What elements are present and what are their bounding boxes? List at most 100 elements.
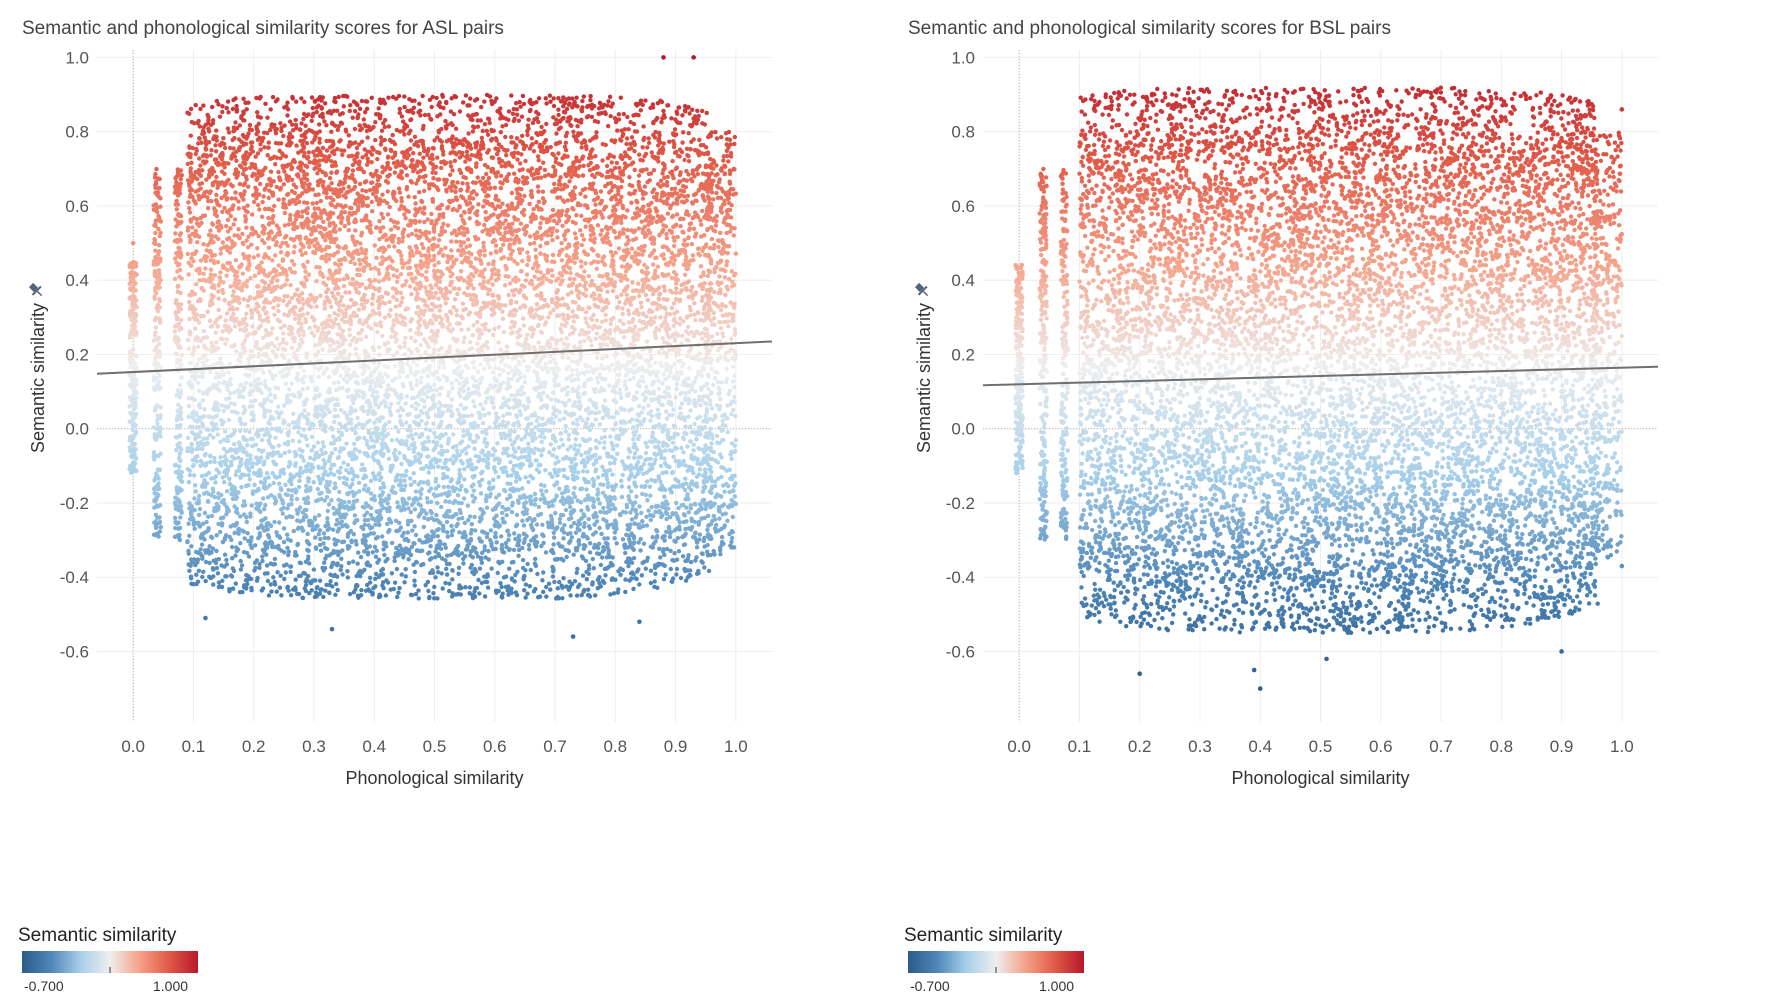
scatter-point — [543, 550, 549, 555]
scatter-point — [192, 526, 197, 531]
scatter-point — [427, 296, 432, 301]
scatter-point — [193, 326, 198, 331]
scatter-point — [213, 474, 218, 479]
scatter-point — [724, 259, 730, 264]
scatter-point — [528, 567, 533, 573]
scatter-point — [433, 434, 438, 440]
scatter-point — [547, 278, 552, 284]
scatter-point — [352, 261, 357, 266]
scatter-point — [355, 437, 360, 442]
scatter-point — [362, 180, 368, 185]
scatter-point — [476, 459, 481, 464]
scatter-point — [239, 421, 244, 427]
scatter-point — [562, 237, 568, 242]
scatter-point — [324, 582, 329, 588]
scatter-point — [238, 541, 243, 546]
scatter-point — [732, 473, 737, 478]
scatter-point — [528, 107, 533, 113]
scatter-point — [496, 340, 502, 345]
scatter-point — [152, 294, 157, 299]
scatter-point — [530, 527, 536, 533]
scatter-point — [244, 225, 249, 230]
scatter-point — [607, 461, 613, 466]
scatter-point — [622, 127, 628, 132]
scatter-point — [431, 402, 436, 407]
scatter-point — [667, 534, 673, 540]
scatter-point — [567, 266, 573, 271]
scatter-point — [283, 381, 289, 387]
scatter-point — [579, 145, 584, 150]
scatter-point — [636, 413, 642, 418]
scatter-point — [347, 290, 352, 295]
scatter-point — [527, 201, 532, 207]
scatter-point — [556, 151, 561, 156]
scatter-point — [454, 308, 459, 313]
scatter-point — [528, 241, 533, 247]
scatter-point — [318, 548, 324, 553]
scatter-point — [320, 347, 325, 352]
scatter-point — [201, 414, 206, 419]
scatter-point — [157, 243, 162, 248]
scatter-point — [373, 120, 378, 125]
scatter-point — [667, 139, 672, 144]
scatter-point — [201, 242, 206, 247]
scatter-point — [508, 281, 513, 286]
scatter-point — [260, 427, 265, 432]
scatter-point — [278, 156, 283, 161]
scatter-point — [686, 172, 691, 177]
scatter-point — [658, 178, 664, 183]
scatter-point — [471, 180, 476, 185]
scatter-point — [430, 247, 436, 252]
scatter-point — [382, 364, 387, 369]
scatter-point — [258, 142, 263, 147]
scatter-point — [342, 176, 348, 182]
scatter-point — [392, 244, 397, 249]
scatter-point — [307, 244, 312, 250]
scatter-point — [241, 297, 247, 302]
scatter-point — [711, 166, 716, 171]
scatter-point — [599, 531, 604, 537]
scatter-point — [506, 532, 512, 538]
scatter-point — [415, 250, 420, 255]
scatter-point — [199, 285, 204, 291]
scatter-point — [600, 555, 605, 560]
scatter-point — [211, 582, 216, 587]
scatter-point — [539, 215, 544, 220]
scatter-point — [315, 440, 321, 445]
scatter-point — [542, 435, 547, 440]
scatter-point — [413, 454, 418, 460]
scatter-point — [506, 592, 511, 597]
scatter-point — [551, 96, 556, 101]
scatter-point — [457, 321, 462, 326]
scatter-point — [325, 508, 330, 514]
asl-scatter-plot[interactable]: 0.0 0.1 0.2 0.3 0.4 0.5 0.6 0.7 0.8 0.9 1.01.00.80… — [0, 0, 886, 900]
scatter-point — [468, 538, 474, 543]
scatter-point — [236, 206, 241, 211]
scatter-point — [457, 381, 462, 386]
scatter-point — [594, 331, 600, 336]
scatter-point — [611, 591, 617, 596]
scatter-point — [536, 96, 542, 101]
scatter-point — [341, 303, 346, 308]
scatter-point — [589, 343, 594, 348]
scatter-point — [205, 206, 211, 211]
scatter-point — [641, 137, 646, 143]
scatter-point — [402, 344, 407, 349]
scatter-point — [719, 534, 725, 540]
scatter-point — [564, 346, 569, 351]
scatter-point — [190, 458, 195, 463]
scatter-point — [281, 526, 287, 531]
scatter-point — [276, 263, 281, 268]
scatter-point — [347, 327, 352, 332]
scatter-point — [371, 531, 377, 536]
scatter-point — [617, 299, 622, 305]
scatter-point — [445, 530, 450, 535]
scatter-point — [554, 494, 559, 499]
scatter-point — [187, 472, 193, 478]
scatter-point — [350, 277, 355, 282]
scatter-point — [517, 408, 522, 414]
scatter-point — [193, 483, 198, 488]
scatter-point — [490, 101, 495, 107]
scatter-point — [712, 289, 717, 295]
scatter-point — [406, 233, 411, 238]
